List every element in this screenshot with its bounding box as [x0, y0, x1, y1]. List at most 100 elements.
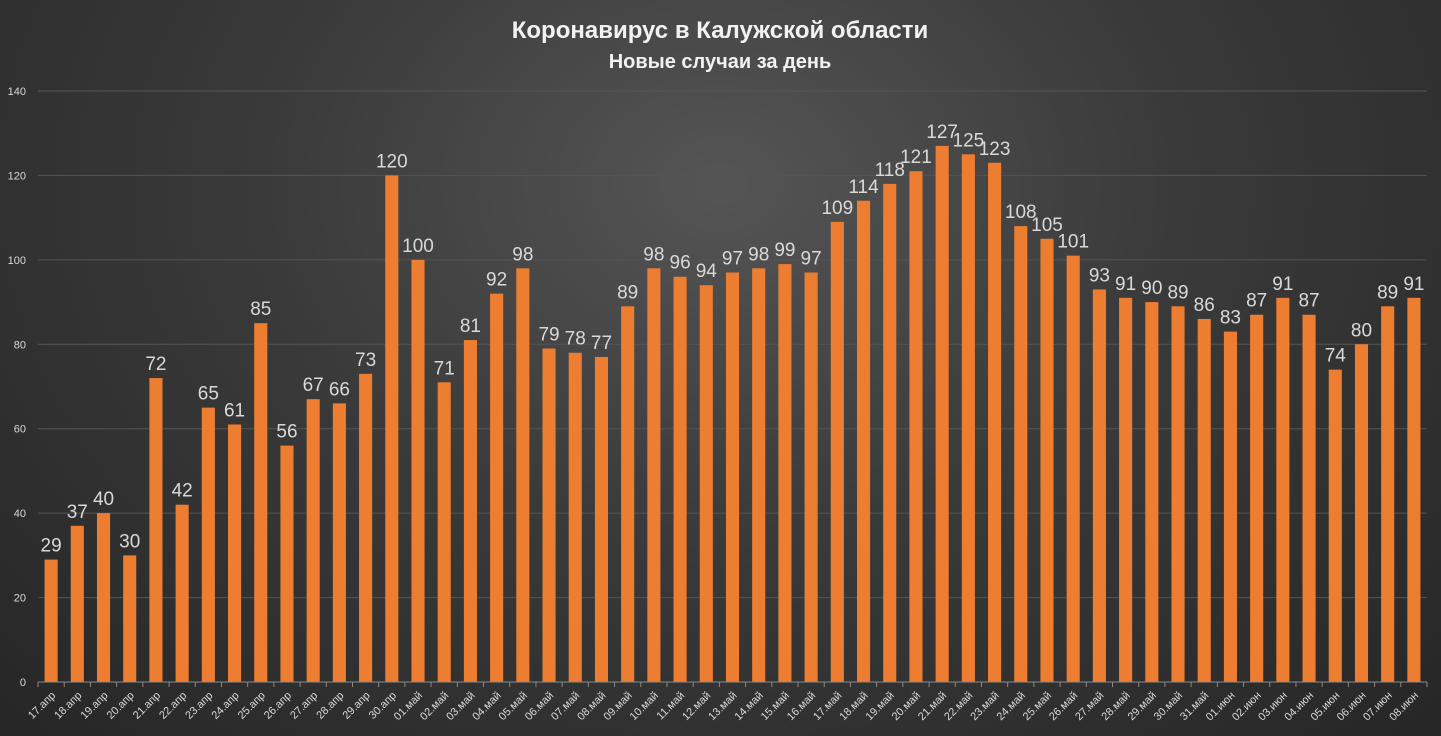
data-label: 96	[670, 253, 691, 274]
bar	[175, 504, 189, 682]
data-label: 72	[145, 354, 166, 375]
bar	[1354, 344, 1369, 682]
data-label: 120	[376, 151, 408, 172]
data-label: 118	[875, 160, 905, 181]
data-label: 93	[1089, 265, 1110, 286]
bar	[568, 352, 582, 682]
bar	[385, 175, 399, 682]
data-label: 108	[1005, 202, 1037, 223]
data-label: 109	[821, 198, 853, 219]
x-tick-label: 20.апр	[105, 690, 137, 722]
bar	[673, 276, 687, 682]
x-tick-label: 27.апр	[288, 690, 320, 722]
bar	[594, 356, 609, 682]
y-tick-label: 20	[14, 593, 26, 605]
x-tick-label: 21.апр	[131, 690, 163, 722]
data-label: 121	[900, 147, 932, 168]
data-label: 87	[1246, 291, 1267, 312]
data-label: 89	[1377, 282, 1398, 303]
data-label: 30	[119, 531, 140, 552]
bar	[1119, 297, 1133, 682]
data-label: 74	[1325, 346, 1347, 367]
data-label: 65	[198, 384, 219, 405]
bar	[621, 306, 635, 682]
x-tick-label: 22.апр	[157, 690, 189, 722]
data-label: 79	[538, 325, 559, 346]
data-label: 98	[748, 244, 769, 265]
x-tick-label: 23.апр	[183, 690, 215, 722]
chart-title: Коронавирус в Калужской области	[512, 17, 929, 44]
x-tick-label: 25.апр	[236, 690, 268, 722]
bar	[1381, 306, 1395, 682]
bar	[725, 272, 740, 682]
bar	[280, 445, 294, 682]
data-label: 89	[1167, 282, 1188, 303]
x-tick-label: 17.апр	[26, 690, 58, 722]
bar	[752, 268, 766, 682]
data-label: 99	[774, 240, 795, 261]
x-tick-label: 28.апр	[314, 690, 346, 722]
data-label: 71	[434, 358, 455, 379]
data-label: 81	[460, 316, 481, 337]
data-label: 114	[848, 177, 879, 198]
bar	[463, 340, 477, 682]
y-tick-label: 120	[8, 170, 26, 182]
data-label: 86	[1194, 295, 1215, 316]
bar	[201, 407, 215, 682]
y-tick-label: 0	[20, 677, 26, 689]
data-label: 87	[1298, 291, 1319, 312]
data-label: 127	[926, 122, 958, 143]
data-label: 98	[643, 244, 664, 265]
bar	[254, 323, 268, 682]
y-tick-label: 100	[8, 255, 26, 267]
data-label: 29	[41, 536, 62, 557]
bar	[96, 513, 111, 682]
data-label: 97	[722, 249, 743, 270]
data-label: 92	[486, 270, 507, 291]
bar	[935, 145, 949, 683]
data-label: 66	[329, 379, 350, 400]
bar	[1197, 318, 1211, 682]
data-label: 91	[1403, 274, 1424, 295]
bar	[542, 348, 556, 682]
y-tick-label: 60	[14, 424, 26, 436]
data-label: 91	[1272, 274, 1293, 295]
data-label: 100	[402, 236, 434, 257]
y-tick-label: 140	[8, 86, 26, 98]
bar	[1223, 331, 1237, 682]
data-label: 91	[1115, 274, 1136, 295]
data-label: 101	[1057, 232, 1089, 253]
data-label: 85	[250, 299, 271, 320]
data-label: 123	[979, 139, 1011, 160]
bar	[699, 285, 713, 682]
bar	[961, 154, 975, 683]
bar	[70, 525, 84, 682]
data-label: 90	[1141, 278, 1162, 299]
bar	[1276, 297, 1290, 682]
bar	[1302, 314, 1316, 682]
bar	[883, 183, 897, 682]
bar	[909, 171, 923, 682]
data-label: 89	[617, 282, 638, 303]
bar	[778, 264, 792, 682]
x-tick-label: 29.апр	[341, 690, 373, 722]
bar	[804, 272, 818, 682]
data-label: 40	[93, 489, 114, 510]
x-tick-label: 19.апр	[78, 690, 110, 722]
data-label: 73	[355, 350, 376, 371]
bar	[1250, 314, 1264, 682]
data-label: 56	[276, 422, 297, 443]
data-label: 37	[67, 502, 88, 523]
data-label: 80	[1351, 320, 1372, 341]
bar	[411, 259, 425, 682]
bar	[123, 555, 137, 682]
y-tick-label: 40	[14, 508, 26, 520]
bar	[490, 293, 504, 682]
x-tick-label: 08.июн	[1387, 690, 1421, 724]
bar	[1092, 289, 1106, 682]
bar	[988, 162, 1002, 682]
bar	[437, 382, 451, 682]
data-label: 98	[512, 244, 533, 265]
data-label: 61	[224, 400, 245, 421]
